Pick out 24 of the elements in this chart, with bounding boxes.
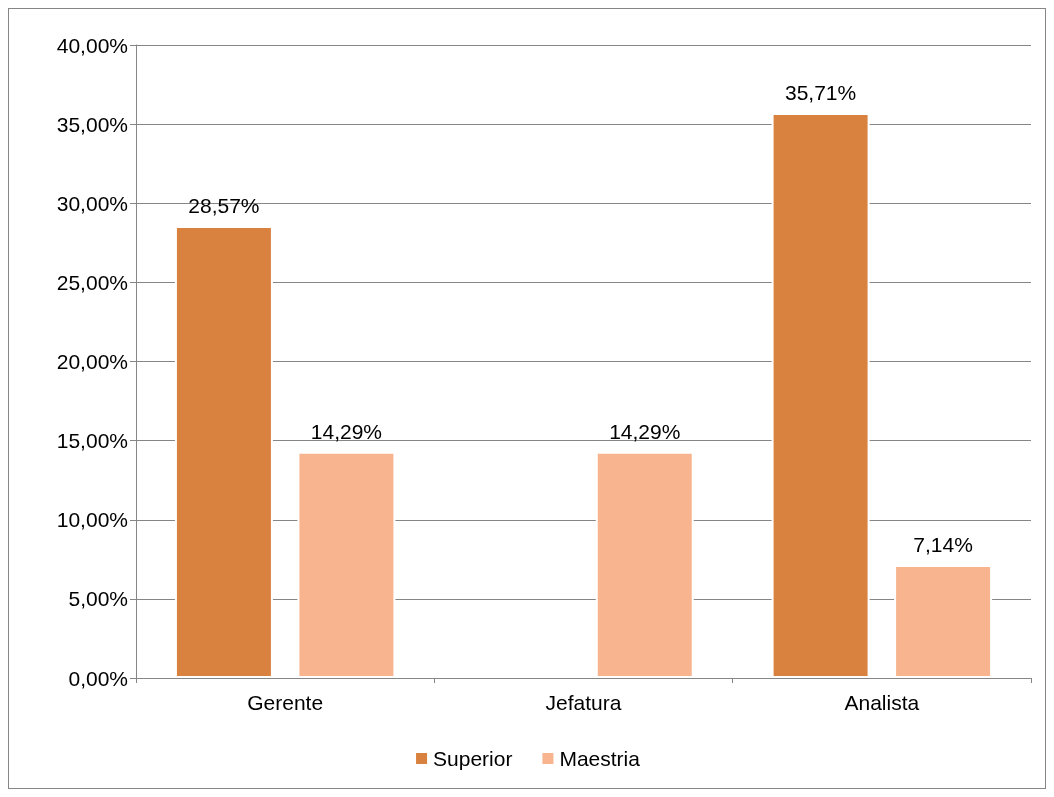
data-label: 35,71% (784, 80, 857, 104)
data-label: 14,29% (609, 419, 681, 443)
y-tick-label: 5,00% (68, 587, 128, 611)
data-label: 14,29% (310, 419, 383, 443)
x-tick-label: Jefatura (545, 691, 622, 714)
x-tick-label: Analista (844, 691, 920, 714)
x-tick-label: Gerente (247, 691, 324, 714)
legend-label: Maestria (559, 747, 641, 770)
y-tick-label: 30,00% (56, 191, 128, 215)
y-tick-label: 35,00% (56, 112, 128, 136)
y-tick-label: 0,00% (68, 666, 128, 690)
legend-label: Superior (433, 747, 513, 770)
bar (595, 451, 694, 678)
bar (174, 225, 273, 678)
bar (771, 112, 870, 678)
bar (297, 451, 396, 678)
data-label: 7,14% (913, 533, 973, 557)
y-tick-label: 25,00% (56, 270, 128, 294)
y-tick-label: 40,00% (56, 33, 128, 57)
y-tick-label: 20,00% (56, 350, 128, 373)
bar (894, 565, 993, 678)
y-tick-label: 10,00% (56, 508, 128, 532)
data-label: 28,57% (188, 193, 260, 217)
y-tick-label: 15,00% (56, 429, 128, 453)
